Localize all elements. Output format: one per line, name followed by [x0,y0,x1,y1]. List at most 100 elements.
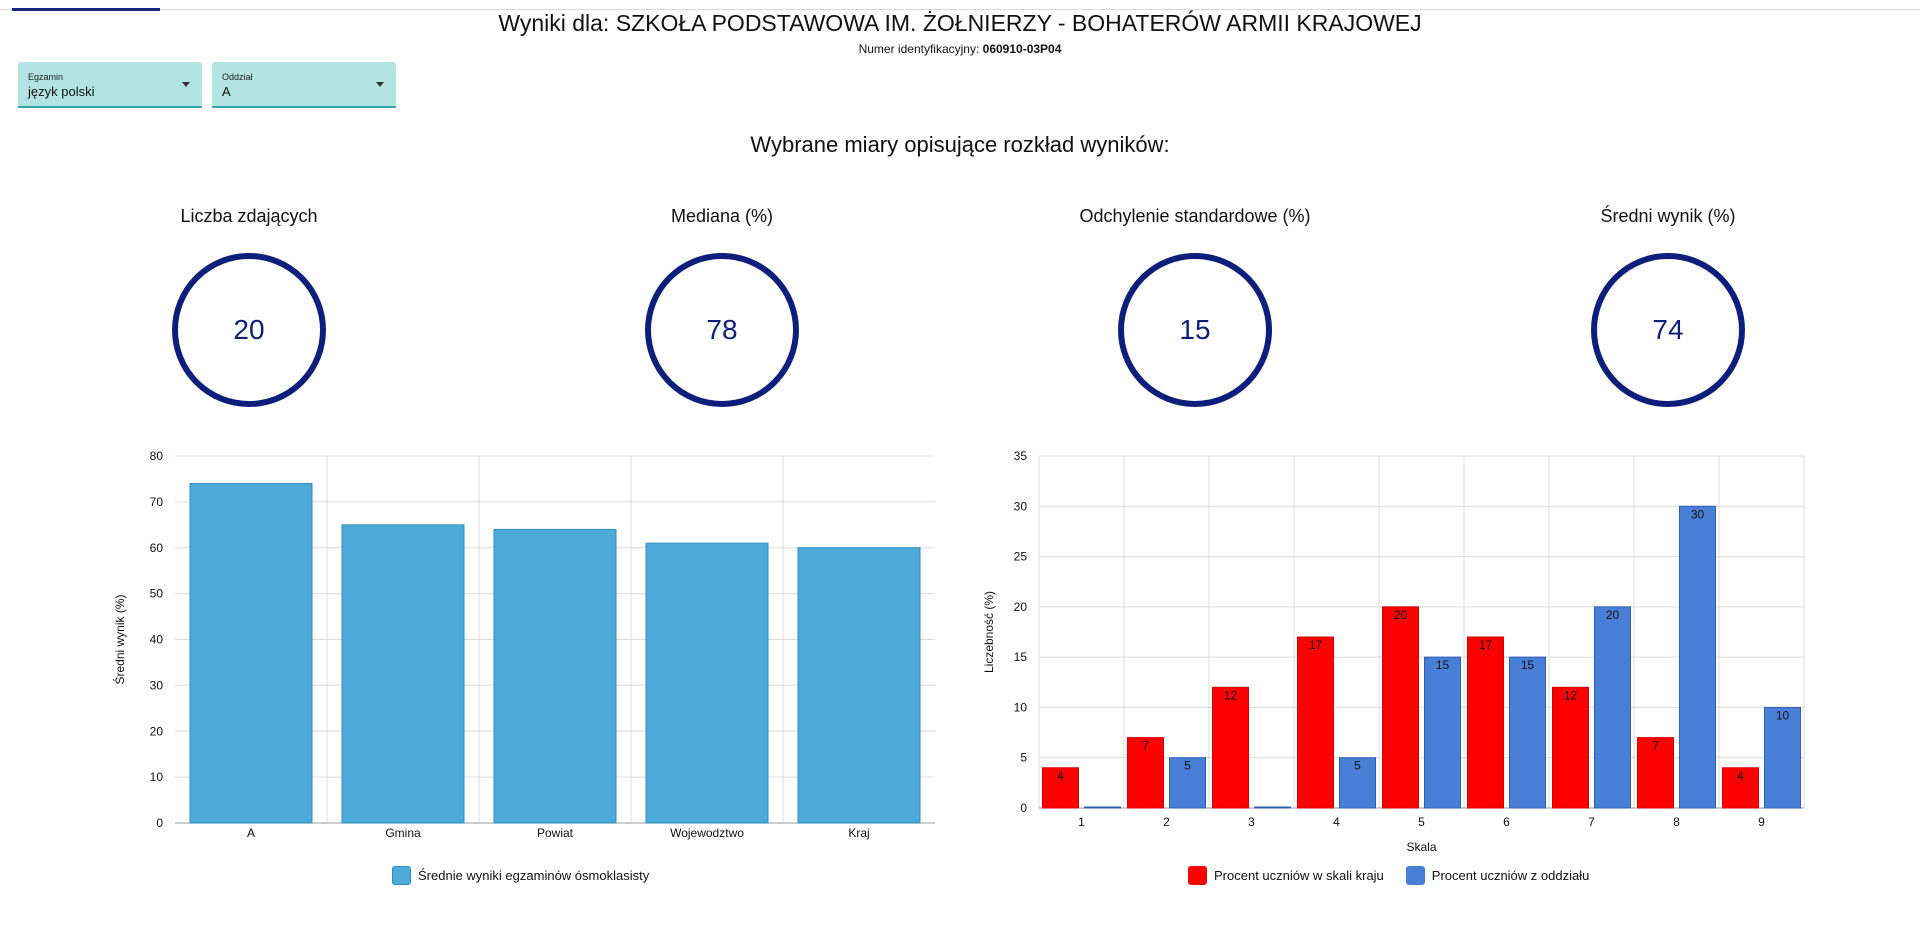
page-title: Wyniki dla: SZKOŁA PODSTAWOWA IM. ŻOŁNIE… [498,10,1422,36]
bar-country-7 [1552,686,1589,809]
y-axis-title: Liczebność (%) [982,591,996,673]
id-label: Numer identyfikacyjny: [858,42,980,56]
stat-median-value: 78 [645,253,799,407]
identification-number: Numer identyfikacyjny: 060910-03P04 [0,42,1920,56]
x-axis-title: Skala [1406,840,1436,854]
average-chart-legend: Średnie wyniki egzaminów ósmoklasisty [392,866,671,885]
y-tick-label: 0 [1020,801,1027,815]
data-label: 20 [1394,608,1408,622]
bar-country-1 [1042,767,1079,809]
x-tick-label: A [247,826,255,840]
data-label: 10 [1776,708,1790,722]
stat-mean-label: Średni wynik (%) [1600,206,1736,226]
data-label: 4 [1737,769,1744,783]
measures-title: Wybrane miary opisujące rozkład wyników: [750,132,1170,157]
bar-section-5 [1424,656,1461,809]
data-label: 17 [1309,638,1323,652]
x-tick-label: Wojewodztwo [670,826,744,840]
y-tick-label: 80 [150,449,164,463]
legend-item-average[interactable]: Średnie wyniki egzaminów ósmoklasisty [392,866,649,885]
x-tick-label: 8 [1673,815,1680,829]
section-select-label: Oddział [222,72,253,82]
x-tick-label: 6 [1503,815,1510,829]
bar-section-8 [1679,505,1716,809]
x-tick-label: 3 [1248,815,1255,829]
distribution-chart-legend: Procent uczniów w skali kraju Procent uc… [1188,866,1611,885]
x-tick-label: 2 [1163,815,1170,829]
bar-section-4 [1339,757,1376,809]
data-label: 4 [1057,769,1064,783]
bar-section-1 [1084,806,1121,809]
distribution-chart: 0510152025303541752123175420155171561220… [982,449,1805,854]
y-tick-label: 10 [1014,700,1028,714]
bar-section-3 [1254,806,1291,809]
average-results-chart: 0 10 20 30 40 50 60 70 80 A Gmina Powiat Wojewodztwo… [112,449,935,840]
bar-country-4 [1297,636,1334,809]
section-select[interactable]: Oddział A [212,62,396,108]
stat-median: Mediana (%) 78 [562,203,882,407]
y-tick-label: 70 [150,495,164,509]
chevron-down-icon[interactable] [182,82,190,87]
y-tick-label: 50 [150,587,164,601]
y-tick-label: 25 [1014,550,1028,564]
stat-stddev: Odchylenie standardowe (%) 15 [1035,203,1355,407]
y-tick-label: 30 [150,678,164,692]
legend-swatch-section [1405,866,1425,885]
y-tick-label: 30 [1014,499,1028,513]
data-label: 12 [1564,688,1578,702]
bar-section-7 [1594,606,1631,809]
x-tick-label: 4 [1333,815,1340,829]
data-label: 7 [1652,739,1659,753]
legend-label-average: Średnie wyniki egzaminów ósmoklasisty [418,868,650,883]
stat-count: Liczba zdających 20 [89,203,409,407]
y-tick-label: 40 [150,633,164,647]
x-tick-label: Gmina [385,826,421,840]
legend-item-section[interactable]: Procent uczniów z oddziału [1405,866,1590,885]
bar-country-2 [1127,737,1164,809]
exam-select-label: Egzamin [28,72,64,82]
bar-section-9 [1764,706,1801,809]
bar-country-6 [1467,636,1504,809]
legend-item-country[interactable]: Procent uczniów w skali kraju [1188,866,1384,885]
bar-a [189,483,313,824]
data-label: 5 [1184,759,1191,773]
exam-select[interactable]: Egzamin język polski [18,62,202,108]
data-label: 12 [1224,688,1238,702]
data-label: 15 [1521,658,1535,672]
x-tick-label: 7 [1588,815,1595,829]
bar-kraj [797,547,921,824]
bar-country-3 [1212,686,1249,809]
data-label: 20 [1606,608,1620,622]
x-tick-label: 5 [1418,815,1425,829]
bar-section-6 [1509,656,1546,809]
y-tick-label: 10 [150,770,164,784]
bar-wojewodztwo [645,542,769,824]
y-axis-title: Średni wynik (%) [112,594,127,684]
id-value: 060910-03P04 [982,42,1062,56]
data-label: 7 [1142,739,1149,753]
exam-select-value: język polski [28,84,95,99]
data-label: 15 [1436,658,1450,672]
y-tick-label: 0 [156,816,163,830]
y-tick-label: 15 [1014,650,1028,664]
bar-country-5 [1382,606,1419,809]
stat-stddev-label: Odchylenie standardowe (%) [1079,206,1311,226]
active-tab-indicator [12,8,160,11]
bar-country-9 [1722,767,1759,809]
top-divider [0,9,1920,10]
bar-powiat [493,528,617,824]
y-tick-label: 60 [150,541,164,555]
legend-label-country: Procent uczniów w skali kraju [1214,868,1384,883]
stat-count-value: 20 [172,253,326,407]
section-select-value: A [222,84,231,99]
chevron-down-icon[interactable] [376,82,384,87]
x-tick-label: 9 [1758,815,1765,829]
x-tick-label: Kraj [848,826,869,840]
stat-mean: Średni wynik (%) 74 [1508,203,1828,407]
legend-label-section: Procent uczniów z oddziału [1431,868,1590,883]
stat-stddev-value: 15 [1118,253,1272,407]
y-tick-label: 20 [1014,600,1028,614]
x-tick-label: 1 [1078,815,1085,829]
bar-section-2 [1169,757,1206,809]
legend-swatch-average [392,866,411,885]
